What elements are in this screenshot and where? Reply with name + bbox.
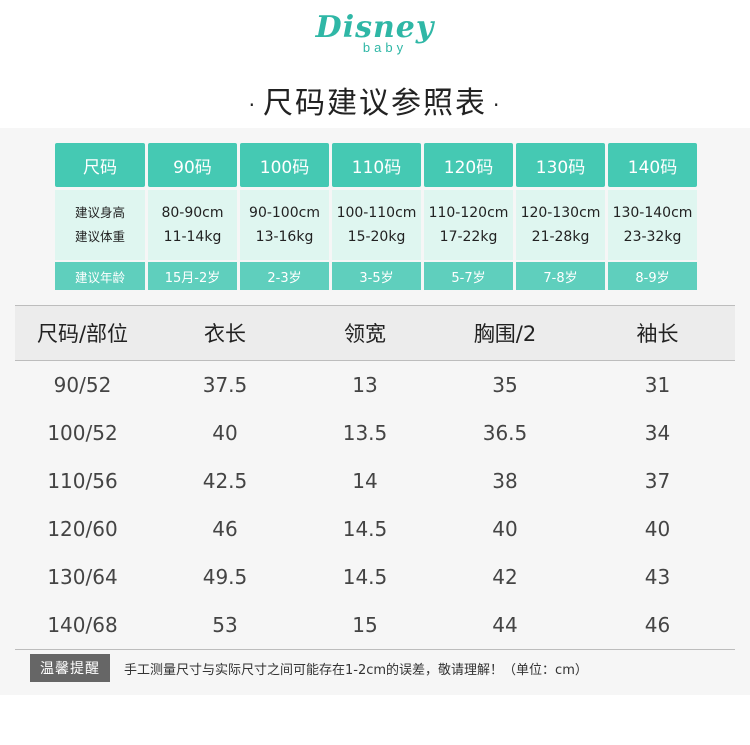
table-cell: 140/68 xyxy=(47,613,118,637)
table-row: 140/68 53 15 44 46 xyxy=(15,601,735,650)
size-header-cell: 140码 xyxy=(608,143,697,187)
measurement-table: 尺码/部位 衣长 领宽 胸围/2 袖长 90/52 37.5 13 35 31 … xyxy=(15,305,735,650)
height-value: 130-140cm xyxy=(612,205,693,221)
weight-label: 建议体重 xyxy=(74,229,125,244)
table-row: 90/52 37.5 13 35 31 xyxy=(15,361,735,409)
table-cell: 49.5 xyxy=(202,565,248,589)
measurement-header-row: 尺码/部位 衣长 领宽 胸围/2 袖长 xyxy=(15,305,735,361)
column-header: 尺码/部位 xyxy=(36,322,129,346)
weight-value: 21-28kg xyxy=(531,229,590,245)
table-row: 120/60 46 14.5 40 40 xyxy=(15,505,735,553)
table-cell: 42.5 xyxy=(202,469,248,493)
table-cell: 13 xyxy=(352,373,378,397)
age-cell: 2-3岁 xyxy=(240,262,329,290)
size-header-cell: 120码 xyxy=(424,143,513,187)
title-dot-left: · xyxy=(248,92,257,117)
age-cell: 3-5岁 xyxy=(332,262,421,290)
table-cell: 40 xyxy=(212,421,238,445)
logo-main-text: Disney xyxy=(315,10,435,45)
height-weight-label: 建议身高 建议体重 xyxy=(55,190,145,260)
height-weight-cell: 90-100cm 13-16kg xyxy=(240,190,329,260)
table-cell: 42 xyxy=(492,565,518,589)
table-cell: 44 xyxy=(492,613,518,637)
table-cell: 37 xyxy=(644,469,671,493)
weight-value: 17-22kg xyxy=(439,229,498,245)
table-cell: 40 xyxy=(492,517,518,541)
size-header-label: 尺码 xyxy=(55,143,145,187)
table-cell: 15 xyxy=(352,613,378,637)
title-dot-right: · xyxy=(493,92,502,117)
reminder-text: 手工测量尺寸与实际尺寸之间可能存在1-2cm的误差，敬请理解！（单位：cm） xyxy=(124,662,588,678)
column-header: 领宽 xyxy=(344,322,386,346)
size-header-cell: 90码 xyxy=(148,143,237,187)
table-cell: 40 xyxy=(644,517,671,541)
table-cell: 53 xyxy=(212,613,238,637)
table-cell: 36.5 xyxy=(482,421,528,445)
weight-value: 23-32kg xyxy=(623,229,682,245)
size-header-cell: 100码 xyxy=(240,143,329,187)
height-label: 建议身高 xyxy=(74,205,125,220)
table-cell: 14.5 xyxy=(342,565,388,589)
table-cell: 31 xyxy=(644,373,671,397)
age-label: 建议年龄 xyxy=(55,262,145,290)
table-cell: 100/52 xyxy=(47,421,118,445)
age-cell: 8-9岁 xyxy=(608,262,697,290)
logo-sub-text: baby xyxy=(362,40,408,55)
table-cell: 35 xyxy=(492,373,518,397)
table-cell: 34 xyxy=(644,421,671,445)
size-header-cell: 130码 xyxy=(516,143,605,187)
table-cell: 43 xyxy=(644,565,671,589)
title-text: 尺码建议参照表 xyxy=(263,86,487,121)
column-header: 袖长 xyxy=(636,322,679,346)
table-cell: 14 xyxy=(352,469,378,493)
size-recommendation-table: 尺码 90码 100码 110码 120码 130码 140码 建议身高 建议体… xyxy=(55,143,705,290)
table-cell: 90/52 xyxy=(53,373,112,397)
size-header-cell: 110码 xyxy=(332,143,421,187)
column-header: 衣长 xyxy=(204,322,246,346)
brand-logo: Disney baby xyxy=(0,10,750,56)
table-cell: 14.5 xyxy=(342,517,388,541)
age-row: 建议年龄 15月-2岁 2-3岁 3-5岁 5-7岁 7-8岁 8-9岁 xyxy=(55,262,705,290)
height-weight-cell: 110-120cm 17-22kg xyxy=(424,190,513,260)
weight-value: 15-20kg xyxy=(347,229,406,245)
height-value: 90-100cm xyxy=(249,205,320,221)
height-weight-cell: 80-90cm 11-14kg xyxy=(148,190,237,260)
table-cell: 120/60 xyxy=(47,517,118,541)
table-cell: 46 xyxy=(212,517,238,541)
weight-value: 13-16kg xyxy=(255,229,314,245)
table-cell: 110/56 xyxy=(47,469,118,493)
table-cell: 37.5 xyxy=(202,373,248,397)
column-header: 胸围/2 xyxy=(473,322,537,346)
weight-value: 11-14kg xyxy=(163,229,222,245)
table-cell: 130/64 xyxy=(47,565,118,589)
height-value: 120-130cm xyxy=(520,205,601,221)
height-value: 80-90cm xyxy=(161,205,224,221)
size-header-row: 尺码 90码 100码 110码 120码 130码 140码 xyxy=(55,143,705,187)
table-row: 110/56 42.5 14 38 37 xyxy=(15,457,735,505)
table-row: 130/64 49.5 14.5 42 43 xyxy=(15,553,735,601)
age-cell: 15月-2岁 xyxy=(148,262,237,290)
height-value: 100-110cm xyxy=(336,205,417,221)
table-cell: 13.5 xyxy=(342,421,388,445)
page-title: · 尺码建议参照表 · xyxy=(0,78,750,122)
reminder-note: 温馨提醒 手工测量尺寸与实际尺寸之间可能存在1-2cm的误差，敬请理解！（单位：… xyxy=(30,654,588,682)
height-weight-cell: 120-130cm 21-28kg xyxy=(516,190,605,260)
table-row: 100/52 40 13.5 36.5 34 xyxy=(15,409,735,457)
height-weight-row: 建议身高 建议体重 80-90cm 11-14kg 90-100cm 13-16… xyxy=(55,190,705,260)
height-weight-cell: 130-140cm 23-32kg xyxy=(608,190,697,260)
table-cell: 46 xyxy=(644,613,671,637)
table-cell: 38 xyxy=(492,469,518,493)
height-weight-cell: 100-110cm 15-20kg xyxy=(332,190,421,260)
reminder-badge: 温馨提醒 xyxy=(30,654,110,682)
age-cell: 5-7岁 xyxy=(424,262,513,290)
age-cell: 7-8岁 xyxy=(516,262,605,290)
height-value: 110-120cm xyxy=(428,205,509,221)
